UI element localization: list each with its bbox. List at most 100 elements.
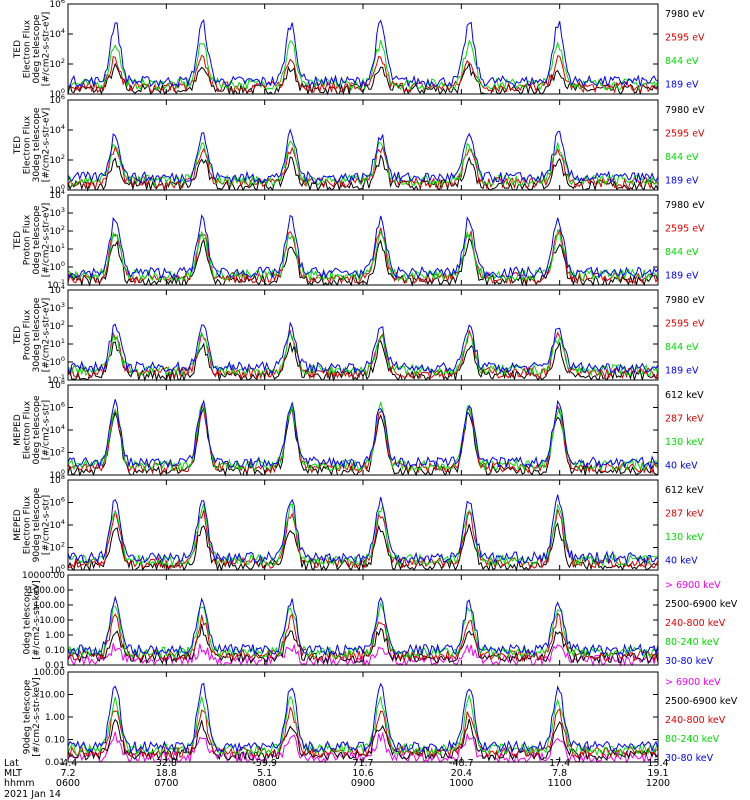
x-row-label-hhmm: hhmm	[4, 778, 35, 789]
series-trace	[67, 404, 659, 475]
y-tick-label: 0.01	[45, 661, 65, 671]
y-tick-label: 0.10	[45, 736, 65, 746]
y-axis-label: MEPEDElectron Flux0deg telescope[#/cm2-s…	[13, 395, 52, 465]
y-tick-label: 101	[49, 337, 65, 350]
legend-label: 287 keV	[665, 414, 704, 425]
legend-label: 2595 eV	[665, 129, 705, 140]
y-axis-label: MEPEDElectron Flux90deg telescope[#/cm2-…	[13, 487, 52, 562]
y-axis-label: 0deg telescope[#/cm2-s-str-keV]	[22, 580, 42, 659]
y-tick-label: 0.10	[45, 646, 65, 656]
y-tick-label: 102	[49, 224, 65, 237]
y-tick-label: 102	[49, 57, 65, 70]
series-trace	[67, 236, 659, 287]
y-tick-label: 101	[49, 242, 65, 255]
series-trace	[67, 128, 659, 185]
panel-1: TEDElectron Flux0deg telescope[#/cm2-s-s…	[13, 0, 705, 100]
legend-label: 2595 eV	[665, 319, 705, 330]
legend-label: 2500-6900 keV	[665, 599, 738, 610]
x-tick-hhmm: 0900	[351, 778, 375, 789]
x-tick-hhmm: 1000	[449, 778, 473, 789]
legend-label: 844 eV	[665, 247, 699, 258]
y-tick-label: 10.00	[39, 691, 65, 701]
legend-label: 130 keV	[665, 532, 704, 543]
legend-label: 240-800 keV	[665, 715, 726, 726]
series-trace	[67, 214, 659, 280]
y-tick-label: 104	[49, 27, 65, 40]
x-tick-lat: 32.8	[156, 758, 177, 769]
series-trace	[67, 331, 659, 378]
x-tick-mlt: 18.8	[156, 768, 177, 779]
legend-label: 40 keV	[665, 556, 698, 567]
y-tick-label: 100	[49, 355, 65, 368]
y-tick-label: 1000.00	[28, 586, 65, 596]
legend-label: 189 eV	[665, 366, 699, 377]
x-tick-lat: 15.4	[647, 758, 668, 769]
x-tick-mlt: 7.8	[552, 768, 567, 779]
series-trace	[67, 509, 659, 570]
legend-label: 7980 eV	[665, 200, 705, 211]
legend-label: > 6900 keV	[665, 580, 721, 591]
y-tick-label: 106	[49, 0, 65, 10]
panel-5: MEPEDElectron Flux0deg telescope[#/cm2-s…	[13, 378, 704, 481]
y-tick-label: 102	[49, 446, 65, 459]
legend-label: 844 eV	[665, 56, 699, 67]
series-trace	[67, 522, 659, 572]
y-axis-label: TEDElectron Flux0deg telescope[#/cm2-s-s…	[13, 12, 52, 87]
x-axis-date: 2021 Jan 14	[4, 789, 61, 800]
legend-label: 287 keV	[665, 509, 704, 520]
x-row-label-mlt: MLT	[4, 768, 22, 779]
x-tick-mlt: 10.6	[352, 768, 373, 779]
y-tick-label: 1.00	[45, 631, 65, 641]
legend-label: 2500-6900 keV	[665, 696, 738, 707]
panel-3: TEDProton Flux0deg telescope[#/cm2-s-str…	[13, 188, 705, 291]
y-tick-label: 106	[49, 496, 65, 509]
y-tick-label: 10.00	[39, 616, 65, 626]
legend-label: 612 keV	[665, 485, 704, 496]
y-tick-label: 100.00	[34, 668, 66, 678]
series-trace	[67, 140, 659, 188]
series-trace	[67, 228, 659, 283]
y-tick-label: 10000.00	[22, 571, 65, 581]
legend-label: 844 eV	[665, 152, 699, 163]
series-trace	[67, 595, 659, 657]
panel-4: TEDProton Flux30deg telescope[#/cm2-s-st…	[13, 283, 705, 386]
x-tick-lat: 17.4	[549, 758, 570, 769]
panel-7: 0deg telescope[#/cm2-s-str-keV]0.01 0.10 1…	[22, 571, 738, 671]
panel-2: TEDElectron Flux30deg telescope[#/cm2-s-…	[13, 93, 705, 196]
y-tick-label: 104	[49, 123, 65, 136]
y-axis-label: TEDProton Flux30deg telescope[#/cm2-s-st…	[13, 297, 52, 372]
series-trace	[67, 321, 659, 375]
y-axis-label: TEDProton Flux0deg telescope[#/cm2-s-str…	[13, 203, 52, 278]
x-row-label-lat: Lat	[4, 758, 19, 769]
series-trace	[67, 494, 659, 565]
y-tick-label: 104	[49, 518, 65, 531]
series-trace	[67, 19, 659, 89]
series-trace	[67, 54, 659, 94]
legend-label: 240-800 keV	[665, 618, 726, 629]
x-tick-mlt: 7.2	[60, 768, 75, 779]
legend-label: 189 eV	[665, 176, 699, 187]
legend-label: 80-240 keV	[665, 734, 720, 745]
legend-label: 7980 eV	[665, 9, 705, 20]
y-tick-label: 100.00	[34, 601, 66, 611]
legend-label: 30-80 keV	[665, 753, 714, 764]
x-tick-lat: -59.9	[252, 758, 277, 769]
y-tick-label: 104	[49, 423, 65, 436]
legend-label: 7980 eV	[665, 105, 705, 116]
legend-label: 7980 eV	[665, 295, 705, 306]
series-trace	[67, 399, 659, 470]
x-tick-lat: -48.7	[449, 758, 474, 769]
y-axis-label: TEDElectron Flux30deg telescope[#/cm2-s-…	[13, 107, 52, 182]
panel-6: MEPEDElectron Flux90deg telescope[#/cm2-…	[13, 473, 704, 576]
x-tick-hhmm: 0700	[154, 778, 178, 789]
y-tick-label: 103	[49, 206, 65, 219]
legend-label: 2595 eV	[665, 224, 705, 235]
x-tick-mlt: 19.1	[647, 768, 668, 779]
y-tick-label: 0.01	[45, 758, 65, 768]
x-tick-mlt: 20.4	[451, 768, 472, 779]
legend-label: 844 eV	[665, 342, 699, 353]
series-trace	[67, 39, 659, 91]
y-tick-label: 103	[49, 301, 65, 314]
